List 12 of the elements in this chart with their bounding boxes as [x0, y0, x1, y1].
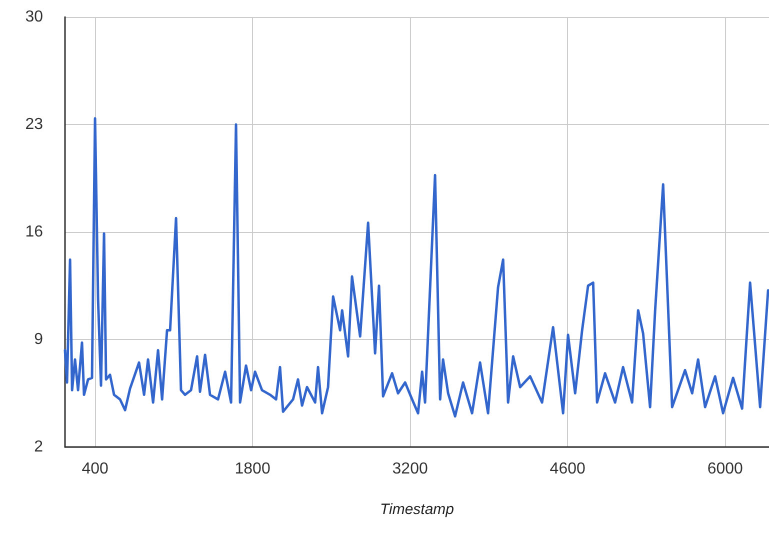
y-tick-label: 2 [34, 438, 44, 456]
y-tick-label: 23 [25, 116, 44, 133]
y-tick-label: 30 [25, 8, 44, 26]
x-axis-title: Timestamp [380, 501, 454, 518]
x-tick-label: 400 [82, 460, 108, 478]
y-tick-label: 16 [25, 224, 44, 240]
x-tick-label: 4600 [550, 460, 586, 478]
x-tick-label: 3200 [392, 460, 428, 478]
y-tick-label: 9 [34, 331, 44, 348]
x-tick-label: 6000 [707, 460, 744, 478]
x-tick-label: 1800 [234, 460, 270, 478]
line-series [64, 117, 769, 418]
